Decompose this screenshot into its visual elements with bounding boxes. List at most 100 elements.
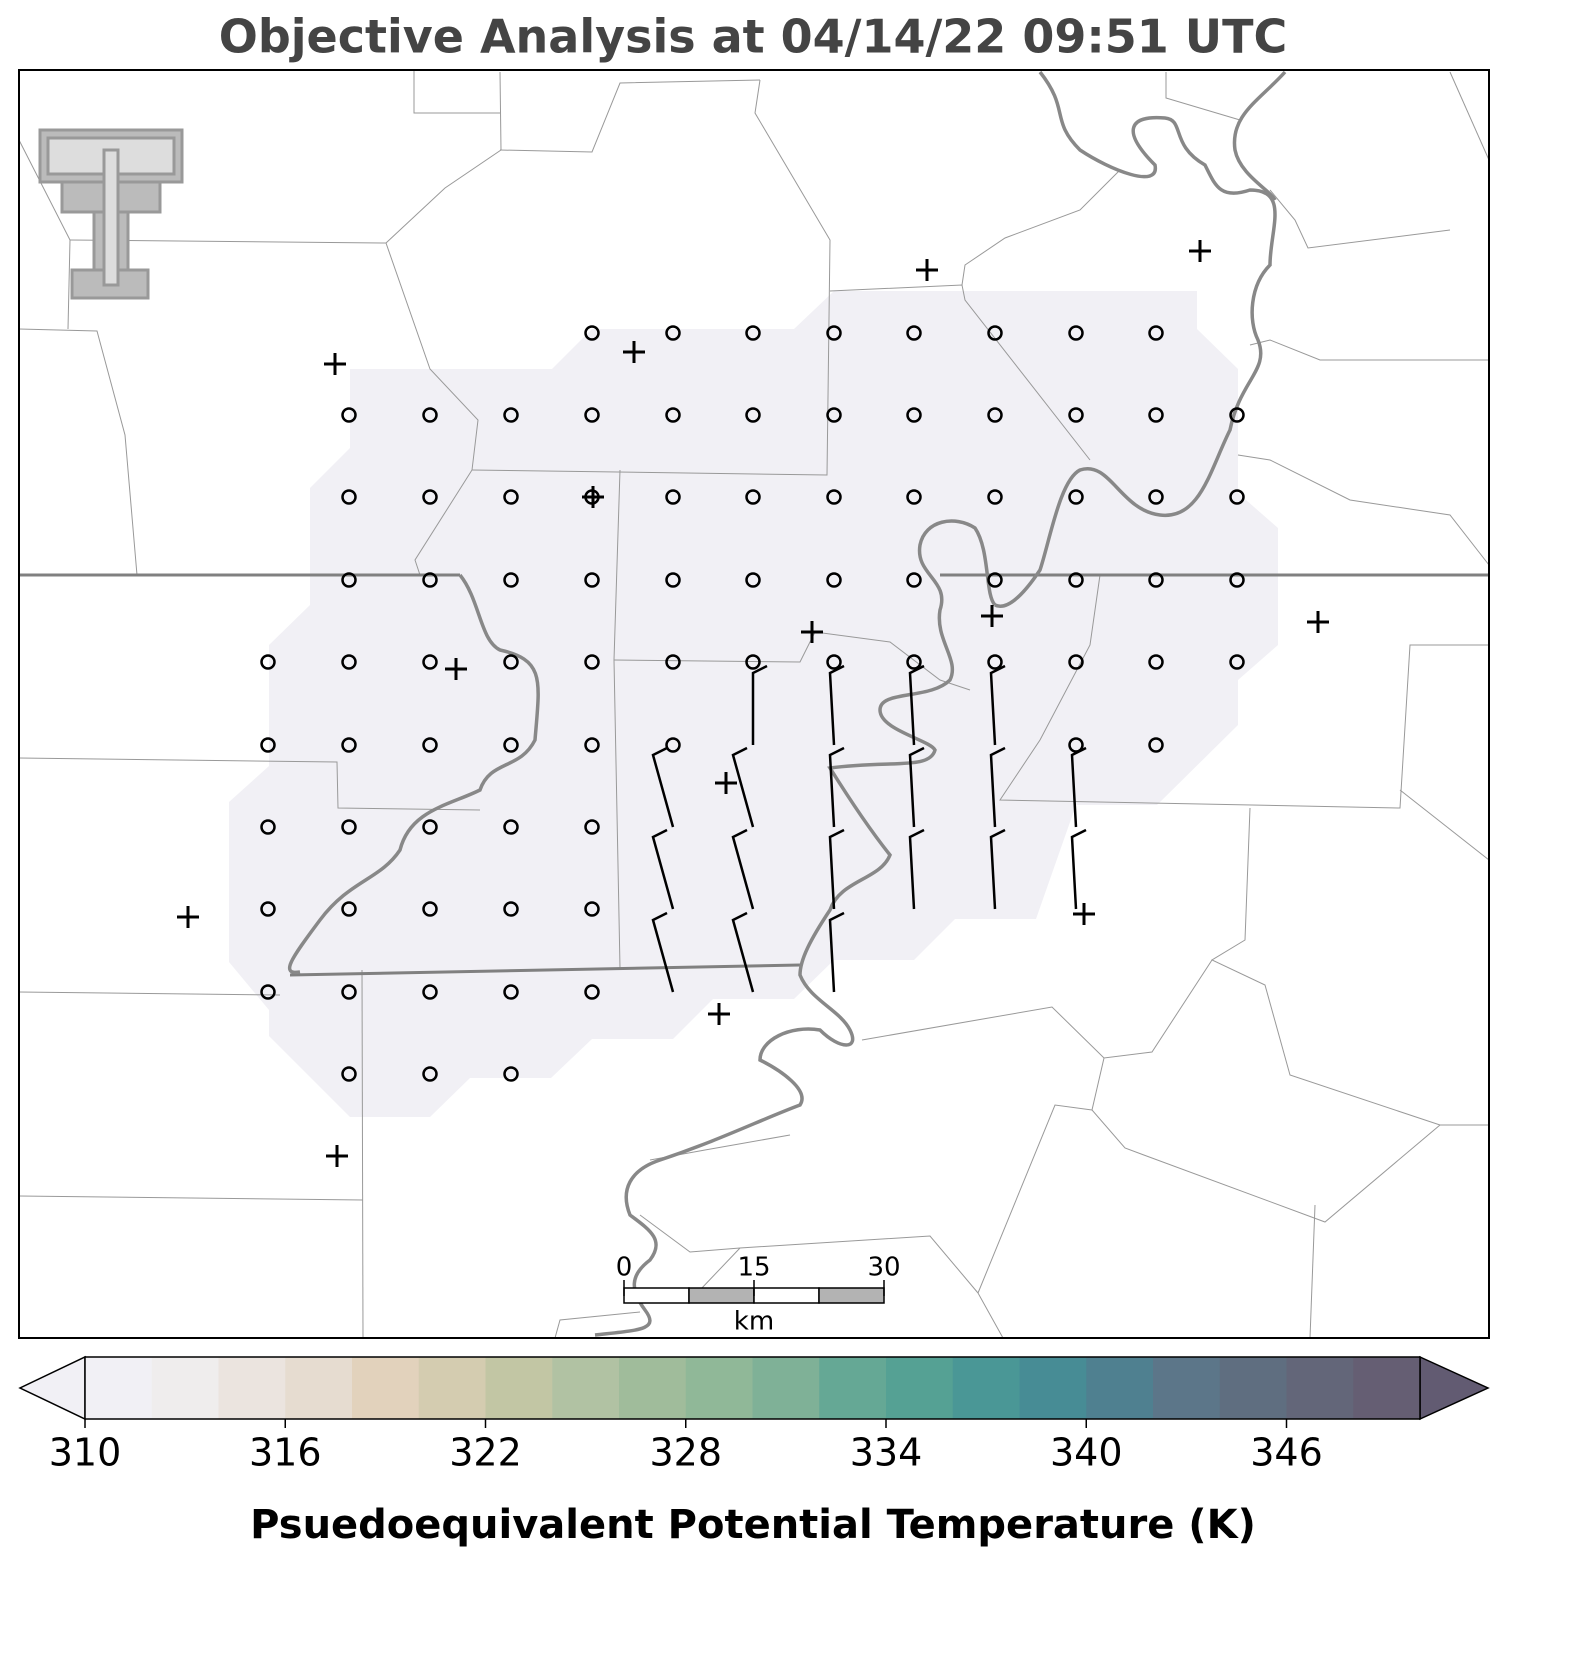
scale-tick-label: 0	[616, 1253, 633, 1283]
station-plus	[324, 353, 346, 375]
station-calm	[826, 407, 842, 423]
station-calm	[1068, 489, 1084, 505]
colorbar-segment	[151, 1357, 219, 1419]
colorbar-tick-label: 322	[449, 1431, 522, 1475]
station-calm	[906, 489, 922, 505]
station-calm	[1148, 654, 1164, 670]
colorbar-tick-label: 334	[850, 1431, 923, 1475]
colorbar-segment	[1019, 1357, 1087, 1419]
station-calm	[826, 489, 842, 505]
wind-barb	[989, 664, 1006, 746]
colorbar-segment	[685, 1357, 753, 1419]
colorbar: 310 316 322 328 334 340 346	[18, 1355, 1490, 1475]
station-plus	[623, 341, 645, 363]
scale-segment	[753, 1287, 820, 1304]
station-calm	[987, 572, 1003, 588]
station-calm	[745, 654, 761, 670]
colorbar-tick-label: 310	[49, 1431, 122, 1475]
county-lines	[18, 70, 1490, 1339]
station-calm	[260, 819, 276, 835]
wind-barb	[828, 828, 845, 910]
colorbar-segment	[552, 1357, 620, 1419]
colorbar-tick-label: 328	[649, 1431, 722, 1475]
station-calm	[584, 325, 600, 341]
wind-barb	[828, 746, 845, 828]
station-calm	[1068, 737, 1084, 753]
station-calm	[503, 654, 519, 670]
station-calm	[503, 1066, 519, 1082]
colorbar-extend-low	[18, 1355, 86, 1421]
station-calm	[341, 407, 357, 423]
station-calm	[1229, 489, 1245, 505]
wind-barb	[651, 911, 675, 993]
station-calm	[341, 819, 357, 835]
wind-barb	[828, 664, 845, 746]
station-calm	[906, 572, 922, 588]
rivers	[288, 70, 1287, 1337]
wind-barb	[989, 746, 1006, 828]
wind-barb	[989, 828, 1006, 910]
colorbar-segment	[485, 1357, 553, 1419]
station-plus	[445, 658, 467, 680]
station-calm	[341, 654, 357, 670]
station-calm	[906, 325, 922, 341]
wind-barb	[828, 911, 845, 993]
station-calm	[584, 737, 600, 753]
station-plus	[801, 621, 823, 643]
station-calm	[341, 1066, 357, 1082]
station-calm	[422, 654, 438, 670]
colorbar-frame	[84, 1356, 1421, 1420]
scale-segment	[818, 1287, 885, 1304]
colorbar-segment	[85, 1357, 153, 1419]
station-calm	[422, 1066, 438, 1082]
colorbar-tick-label: 340	[1050, 1431, 1123, 1475]
station-calm	[665, 407, 681, 423]
colorbar-label: Psuedoequivalent Potential Temperature (…	[250, 1502, 1256, 1548]
colorbar-segment	[952, 1357, 1020, 1419]
colorbar-segment	[886, 1357, 954, 1419]
wind-barb	[1070, 828, 1087, 910]
station-calm	[1229, 572, 1245, 588]
colorbar-segment	[285, 1357, 353, 1419]
station-calm	[826, 654, 842, 670]
station-calm	[987, 407, 1003, 423]
wind-barb	[651, 828, 675, 910]
station-calm	[665, 489, 681, 505]
station-calm	[745, 489, 761, 505]
wind-barb	[908, 828, 925, 910]
station-plus	[708, 1003, 730, 1025]
station-plus	[916, 259, 938, 281]
station-calm	[260, 984, 276, 1000]
scale-tick-label: 15	[737, 1253, 770, 1283]
scale-segment	[688, 1287, 755, 1304]
station-calm	[906, 654, 922, 670]
colorbar-extend-high	[1419, 1355, 1490, 1421]
colorbar-segment	[352, 1357, 420, 1419]
station-calm	[987, 654, 1003, 670]
station-plus	[1307, 611, 1329, 633]
station-calm	[665, 325, 681, 341]
station-calm	[1148, 737, 1164, 753]
station-calm	[987, 325, 1003, 341]
station-calm	[1229, 654, 1245, 670]
station-calm	[745, 407, 761, 423]
station-calm	[584, 984, 600, 1000]
station-calm	[826, 325, 842, 341]
wind-barb	[731, 911, 755, 993]
station-calm	[341, 489, 357, 505]
station-calm	[1229, 407, 1245, 423]
station-calm	[341, 901, 357, 917]
station-calm	[503, 572, 519, 588]
map-frame	[18, 69, 1490, 1339]
station-calm	[745, 572, 761, 588]
scale-unit: km	[734, 1307, 774, 1337]
state-lines	[19, 573, 1489, 977]
station-plus	[1189, 240, 1211, 262]
colorbar-segment	[1219, 1357, 1287, 1419]
title: Objective Analysis at 04/14/22 09:51 UTC	[219, 10, 1288, 64]
wind-barb	[731, 828, 755, 910]
colorbar-segment	[1153, 1357, 1221, 1419]
station-calm	[260, 901, 276, 917]
colorbar-segment	[418, 1357, 486, 1419]
stations	[177, 240, 1329, 1167]
